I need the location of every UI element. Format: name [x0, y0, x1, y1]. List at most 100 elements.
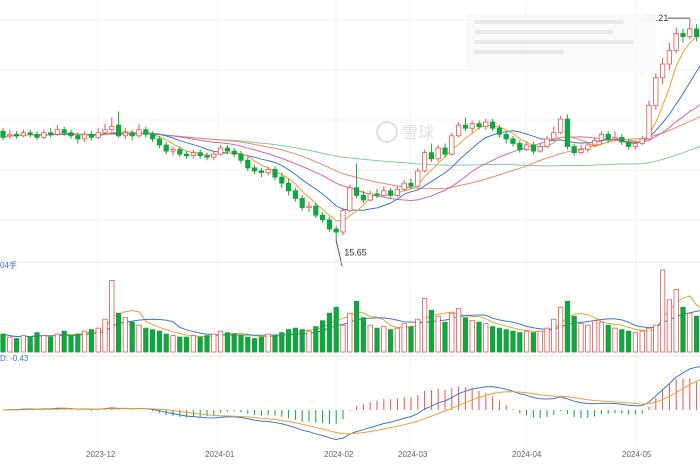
- volume-bars[interactable]: [0, 269, 700, 353]
- candle-body: [95, 132, 101, 138]
- candle-body: [442, 147, 448, 155]
- low-marker-line: [335, 240, 343, 267]
- volume-bar: [177, 336, 183, 353]
- volume-bar: [666, 299, 673, 353]
- macd-dif-line: [2, 366, 700, 441]
- volume-bar: [156, 330, 162, 353]
- candle-body: [694, 28, 700, 37]
- volume-bar: [449, 312, 455, 353]
- x-axis-tick-label: 2023-12: [86, 450, 116, 459]
- candle-body: [292, 190, 299, 199]
- volume-bar: [530, 332, 537, 353]
- watermark-logo-icon: [376, 121, 398, 143]
- volume-bar: [455, 308, 462, 353]
- volume-bar: [537, 330, 543, 353]
- volume-bar: [149, 329, 156, 353]
- volume-bar: [204, 335, 210, 353]
- candle-body: [469, 123, 475, 129]
- x-axis-tick-label: 2024-01: [205, 450, 235, 459]
- volume-bar: [626, 330, 632, 353]
- volume-bar: [306, 330, 312, 353]
- candlestick-series[interactable]: [0, 18, 700, 241]
- volume-bar: [0, 333, 6, 353]
- volume-bar: [7, 336, 13, 353]
- candle-body: [102, 129, 108, 134]
- volume-bar: [82, 330, 88, 353]
- candle-body: [116, 124, 122, 137]
- volume-bar: [183, 336, 190, 353]
- candle-body: [279, 176, 285, 184]
- ma60-line: [2, 133, 700, 167]
- volume-bar: [687, 312, 693, 353]
- volume-bar: [673, 288, 679, 353]
- candle-body: [387, 190, 394, 196]
- candle-body: [197, 152, 203, 157]
- volume-bar: [435, 315, 441, 353]
- candle-body: [428, 152, 435, 160]
- volume-bar: [598, 321, 605, 353]
- volume-bar: [517, 332, 523, 353]
- candle-body: [626, 141, 632, 147]
- high-price-label: 30.21: [646, 13, 669, 23]
- volume-bar: [258, 336, 265, 353]
- volume-bar: [558, 306, 564, 353]
- volume-bar: [469, 320, 475, 353]
- candle-body: [340, 210, 346, 233]
- tooltip-line: [474, 40, 634, 44]
- volume-bar: [272, 335, 278, 353]
- macd-histogram[interactable]: [3, 378, 700, 425]
- volume-bar: [27, 336, 33, 353]
- candle-body: [415, 170, 421, 187]
- candle-body: [503, 133, 509, 140]
- volume-bar: [360, 317, 367, 353]
- candle-body: [673, 33, 679, 51]
- x-axis: 2023-12 2024-01 2024-02 2024-03 2024-04 2024-…: [86, 450, 652, 459]
- volume-bar: [163, 333, 169, 353]
- candle-body: [421, 152, 428, 172]
- info-tooltip-panel: [466, 14, 656, 72]
- volume-bar: [401, 323, 407, 353]
- grid-lines: [0, 0, 700, 446]
- ma20-line: [2, 103, 700, 202]
- ma30-line: [2, 116, 700, 190]
- x-axis-tick-label: 2024-02: [324, 450, 354, 459]
- candle-body: [489, 121, 496, 129]
- candle-body: [136, 129, 142, 137]
- candle-body: [381, 190, 387, 196]
- candle-body: [245, 159, 251, 169]
- candle-body: [41, 132, 47, 138]
- volume-bar: [75, 333, 81, 353]
- volume-panel-label: 04手: [0, 260, 17, 270]
- volume-bar: [170, 335, 176, 353]
- candle-body: [319, 214, 326, 221]
- tooltip-line: [474, 20, 624, 24]
- volume-bar: [217, 330, 224, 353]
- volume-bar: [231, 333, 237, 353]
- volume-bar: [483, 323, 489, 353]
- candle-body: [238, 153, 244, 161]
- macd-lines: [2, 366, 700, 441]
- volume-bar: [612, 327, 618, 353]
- candle-body: [27, 132, 33, 135]
- candle-body: [660, 63, 666, 79]
- volume-bar: [299, 329, 305, 353]
- candle-body: [367, 193, 373, 201]
- candle-body: [272, 169, 278, 178]
- candle-body: [646, 104, 652, 140]
- candle-body: [285, 182, 292, 192]
- volume-bar: [109, 280, 115, 353]
- candle-body: [687, 28, 693, 37]
- candle-body: [68, 132, 74, 137]
- volume-bar: [143, 327, 149, 353]
- candle-body: [374, 193, 380, 196]
- volume-bar: [632, 332, 639, 353]
- candle-body: [680, 33, 686, 37]
- x-axis-tick-label: 2024-05: [622, 450, 652, 459]
- candle-body: [75, 135, 81, 140]
- volume-bar: [238, 335, 244, 353]
- volume-bar: [48, 336, 54, 353]
- candle-body: [224, 147, 230, 152]
- candle-body: [449, 135, 455, 155]
